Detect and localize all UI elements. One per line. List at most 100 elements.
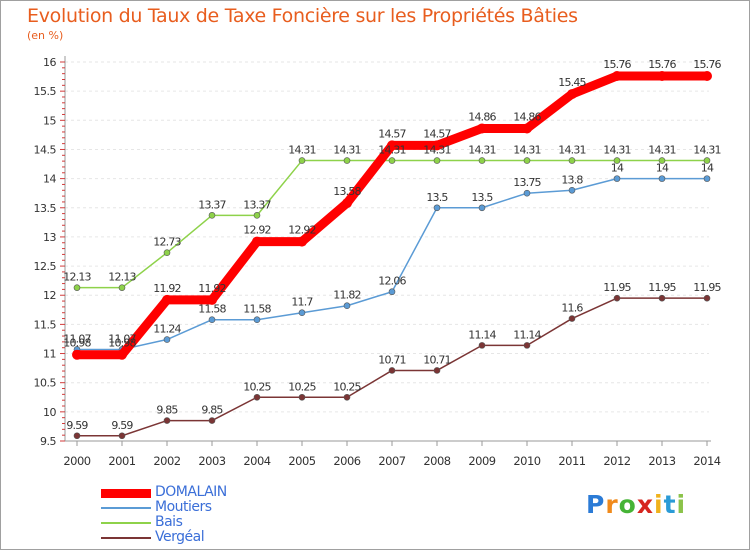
- data-point: [433, 157, 441, 164]
- logo-letter: r: [605, 490, 619, 519]
- data-label: 10.25: [243, 380, 271, 393]
- data-label: 14.57: [378, 127, 406, 140]
- data-label: 12.92: [288, 224, 316, 237]
- data-label: 9.59: [111, 419, 133, 432]
- data-label: 14.31: [288, 144, 316, 157]
- x-tick-label: 2014: [693, 454, 720, 468]
- data-point: [118, 284, 126, 291]
- data-label: 11.07: [63, 332, 91, 345]
- data-label: 11.95: [648, 281, 676, 294]
- data-point: [388, 367, 396, 374]
- legend-swatch: [101, 488, 151, 498]
- data-label: 11.58: [198, 303, 226, 316]
- legend-swatch: [101, 537, 151, 539]
- legend-swatch: [101, 507, 151, 509]
- data-point: [72, 349, 82, 360]
- data-point: [163, 249, 171, 256]
- y-tick-label: 11: [43, 348, 56, 361]
- data-point: [208, 212, 216, 219]
- data-point: [73, 432, 81, 440]
- x-tick-label: 2005: [288, 454, 315, 468]
- data-label: 13.5: [426, 191, 448, 204]
- data-point: [253, 212, 261, 219]
- data-point: [522, 123, 532, 134]
- data-label: 14.31: [513, 144, 541, 157]
- data-label: 11.07: [108, 332, 136, 345]
- data-label: 14.57: [423, 127, 451, 140]
- y-tick-label: 14.5: [34, 143, 57, 156]
- data-point: [387, 140, 397, 151]
- data-point: [163, 336, 171, 343]
- data-label: 12.06: [378, 275, 406, 288]
- data-point: [568, 186, 576, 194]
- data-point: [523, 157, 531, 164]
- data-label: 15.76: [648, 58, 676, 71]
- data-point: [298, 309, 306, 317]
- data-label: 13.5: [471, 191, 493, 204]
- x-tick-label: 2011: [558, 454, 585, 468]
- data-label: 12.73: [153, 236, 181, 249]
- data-point: [298, 157, 306, 164]
- logo-letter: i: [654, 490, 664, 519]
- data-label: 13.75: [513, 176, 541, 189]
- series-line-domalain: [77, 71, 707, 360]
- x-tick-label: 2004: [243, 454, 270, 468]
- x-tick-label: 2007: [378, 454, 405, 468]
- data-label: 10.98: [63, 337, 91, 350]
- chart-title: Evolution du Taux de Taxe Foncière sur l…: [27, 5, 578, 27]
- y-tick-label: 16: [43, 56, 56, 69]
- data-label: 14.86: [513, 110, 541, 123]
- data-point: [477, 123, 487, 134]
- y-tick-label: 9.5: [40, 435, 56, 448]
- data-point: [702, 70, 712, 81]
- data-point: [568, 157, 576, 164]
- data-point: [658, 175, 666, 182]
- data-point: [433, 204, 441, 212]
- data-label: 13.37: [198, 198, 226, 211]
- data-point: [658, 157, 666, 164]
- logo-letter: x: [636, 490, 654, 519]
- data-point: [478, 204, 486, 212]
- data-label: 10.71: [423, 353, 451, 366]
- y-tick-label: 12: [43, 289, 56, 302]
- y-tick-label: 11.5: [34, 318, 57, 331]
- legend-label: Moutiers: [155, 499, 212, 515]
- y-tick-label: 13.5: [34, 202, 57, 215]
- data-label: 10.98: [108, 337, 136, 350]
- data-point: [613, 175, 621, 182]
- data-point: [253, 393, 261, 401]
- data-point: [478, 157, 486, 164]
- data-label: 10.25: [333, 380, 361, 393]
- y-tick-label: 10: [43, 406, 56, 419]
- data-label: 11.7: [291, 296, 313, 309]
- logo-letter: o: [618, 490, 637, 519]
- data-point: [343, 157, 351, 164]
- data-point: [207, 294, 217, 305]
- data-label: 11.82: [333, 289, 361, 302]
- data-label: 14.31: [648, 144, 676, 157]
- data-point: [703, 294, 711, 302]
- data-point: [433, 367, 441, 374]
- x-tick-label: 2006: [333, 454, 360, 468]
- data-point: [298, 393, 306, 401]
- x-tick-label: 2012: [603, 454, 630, 468]
- data-point: [388, 157, 396, 164]
- data-point: [342, 198, 352, 209]
- data-label: 14: [656, 162, 669, 175]
- data-label: 9.85: [201, 404, 223, 417]
- data-label: 11.6: [561, 302, 583, 315]
- data-point: [208, 316, 216, 324]
- data-point: [613, 157, 621, 164]
- data-label: 14.31: [468, 144, 496, 157]
- data-label: 13.8: [561, 173, 583, 186]
- data-label: 11.14: [513, 328, 541, 341]
- data-label: 12.13: [108, 271, 136, 284]
- data-label: 9.59: [66, 419, 88, 432]
- data-point: [118, 432, 126, 440]
- data-point: [73, 284, 81, 291]
- data-label: 14.86: [468, 110, 496, 123]
- data-label: 11.95: [693, 281, 721, 294]
- legend-label: Bais: [155, 514, 183, 530]
